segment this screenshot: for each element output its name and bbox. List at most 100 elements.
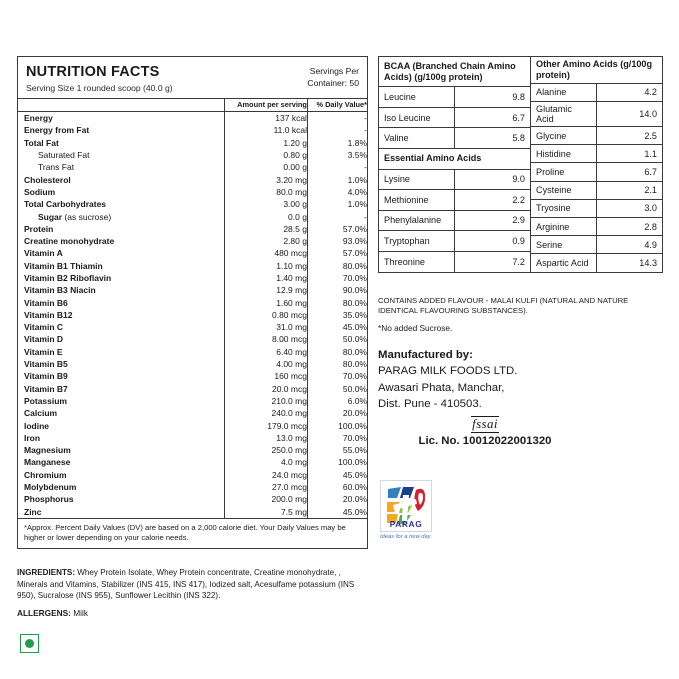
nutrient-amount: 3.20 mg (224, 173, 308, 186)
nutrient-daily-value: 45.0% (306, 468, 367, 481)
table-row: Cysteine 2.1 (531, 180, 663, 200)
table-row: Vitamin B12 0.80 mcg 35.0% (18, 308, 367, 322)
table-row: Sugar (as sucrose) 0.0 g- (18, 210, 367, 223)
table-row: Methionine 2.2 (378, 189, 531, 211)
table-row: Valine 5.8 (378, 127, 531, 150)
nutrient-daily-value: 1.0% (306, 198, 367, 211)
table-row: Serine 4.9 (531, 235, 663, 255)
nutrient-daily-value: 45.0% (306, 505, 367, 518)
nutrient-amount: 20.0 mcg (224, 382, 308, 395)
nutrient-amount: 4.0 mg (224, 456, 308, 469)
nutrient-daily-value: 80.0% (306, 259, 367, 272)
other-amino-value: 1.1 (596, 144, 663, 164)
nutrient-amount: 24.0 mcg (224, 468, 308, 481)
servings-per-container-text: Servings Per Container: 50 (307, 66, 359, 88)
essential-amino-value: 7.2 (454, 250, 531, 273)
table-header-row: BCAA (Branched Chain Amino Acids) (g/100… (378, 55, 531, 88)
other-amino-header: Other Amino Acids (g/100g protein) (531, 56, 663, 84)
nutrient-name: Total Fat (24, 137, 59, 148)
nutrient-daily-value: 35.0% (306, 308, 367, 322)
ingredients-text: Whey Protein Isolate, Whey Protein conce… (17, 568, 355, 601)
table-row: Aspartic Acid 14.3 (531, 253, 663, 273)
allergens-label: ALLERGENS: (17, 608, 71, 618)
table-row: Iso Leucine 6.7 (378, 106, 531, 129)
nutrient-daily-value: 6.0% (306, 394, 367, 408)
nutrient-amount: 1.60 mg (224, 296, 308, 309)
nutrient-daily-value: 80.0% (306, 357, 367, 371)
fssai-license-number: Lic. No. 10012022001320 (418, 435, 552, 447)
table-row: Vitamin B9 160 mcg 70.0% (18, 370, 367, 383)
nutrient-name: Zinc (24, 506, 42, 517)
nutrient-name: Manganese (24, 457, 71, 468)
nutrient-amount: 179.0 mcg (224, 419, 308, 432)
nutrient-amount: 3.00 g (224, 198, 308, 211)
nutrient-name: Total Carbohydrates (24, 199, 107, 210)
table-row: Potassium 210.0 mg 6.0% (18, 394, 367, 408)
nutrient-daily-value: 93.0% (306, 234, 367, 248)
nutrient-amount: 31.0 mg (224, 321, 308, 334)
nutrient-amount: 12.9 mg (224, 284, 308, 297)
manufacturer-address-line1: Awasari Phata, Manchar, (378, 381, 505, 394)
table-row: Calcium 240.0 mg 20.0% (18, 407, 367, 420)
essential-amino-value: 2.9 (454, 209, 531, 232)
parag-wordmark: PARAG (389, 519, 423, 529)
fssai-block: fssai Lic. No. 10012022001320 (385, 415, 585, 447)
other-amino-acids-table-body: Other Amino Acids (g/100g protein) Alanin… (531, 56, 663, 273)
column-header-daily-value: % Daily Value* (306, 97, 367, 112)
nutrition-table: Amount per serving % Daily Value* Energy… (18, 97, 367, 518)
amino-acid-panel: BCAA (Branched Chain Amino Acids) (g/100… (378, 55, 663, 273)
nutrient-name: Cholesterol (24, 174, 71, 185)
bcaa-table: BCAA (Branched Chain Amino Acids) (g/100… (378, 55, 531, 273)
other-amino-value: 2.5 (596, 125, 663, 146)
nutrient-daily-value: 3.5% (306, 148, 367, 162)
other-amino-name: Cysteine (531, 180, 598, 200)
table-row: Leucine 9.8 (378, 86, 531, 108)
nutrient-name: Vitamin B5 (24, 359, 68, 370)
table-row: Tryosine 3.0 (531, 198, 663, 218)
nutrient-daily-value: 70.0% (306, 431, 367, 444)
table-row: Energy 137 kcal - (18, 111, 367, 125)
other-amino-name: Arginine (531, 216, 598, 237)
manufacturer-company: PARAG MILK FOODS LTD. (378, 365, 518, 378)
other-amino-value: 2.8 (596, 216, 663, 237)
essential-amino-header: Essential Amino Acids (378, 148, 531, 170)
table-row: Trans Fat 0.00 g- (18, 161, 367, 174)
nutrient-name: Vitamin E (24, 346, 63, 357)
parag-figure-icon (387, 487, 426, 524)
essential-amino-name: Phenylalanine (378, 209, 455, 232)
nutrient-daily-value: - (306, 124, 367, 137)
nutrient-amount: 0.80 mcg (224, 308, 308, 322)
table-row: Tryptophan 0.9 (378, 230, 531, 252)
other-amino-value: 14.0 (596, 101, 663, 127)
table-row: Saturated Fat 0.80 g 3.5% (18, 148, 367, 162)
essential-amino-name: Methionine (378, 189, 455, 211)
nutrient-name: Calcium (24, 408, 58, 419)
parag-logo: PARAG Ideas for a new day (380, 480, 432, 540)
other-amino-value: 4.2 (596, 82, 663, 103)
bcaa-name: Iso Leucine (378, 106, 455, 129)
essential-amino-value: 2.2 (454, 189, 531, 211)
nutrient-daily-value: 20.0% (306, 493, 367, 506)
manufacturer-block: Manufactured by: PARAG MILK FOODS LTD. A… (378, 347, 658, 412)
table-row: Chromium 24.0 mcg 45.0% (18, 468, 367, 481)
nutrient-amount: 11.0 kcal (224, 124, 308, 137)
vegetarian-dot-icon (25, 639, 34, 648)
nutrient-name: Creatine monohydrate (24, 236, 115, 247)
bcaa-header: BCAA (Branched Chain Amino Acids) (g/100… (378, 55, 531, 88)
nutrient-amount: 28.5 g (224, 222, 308, 235)
allergens-text: Milk (70, 608, 88, 618)
table-row: Vitamin B3 Niacin 12.9 mg 90.0% (18, 284, 367, 297)
table-row: Phenylalanine 2.9 (378, 209, 531, 232)
nutrient-name: Magnesium (24, 445, 71, 456)
nutrient-name: Sugar (as sucrose) (38, 211, 112, 222)
nutrient-name: Phosphorus (24, 494, 74, 505)
nutrient-amount: 210.0 mg (224, 394, 308, 408)
nutrient-amount: 2.80 g (224, 234, 308, 248)
nutrient-daily-value: - (306, 161, 367, 174)
nutrient-amount: 160 mcg (224, 370, 308, 383)
nutrient-daily-value: 57.0% (306, 222, 367, 235)
table-header-row: Other Amino Acids (g/100g protein) (531, 56, 663, 84)
nutrient-daily-value: 70.0% (306, 271, 367, 285)
table-row: Threonine 7.2 (378, 250, 531, 273)
other-amino-name: Proline (531, 162, 598, 182)
